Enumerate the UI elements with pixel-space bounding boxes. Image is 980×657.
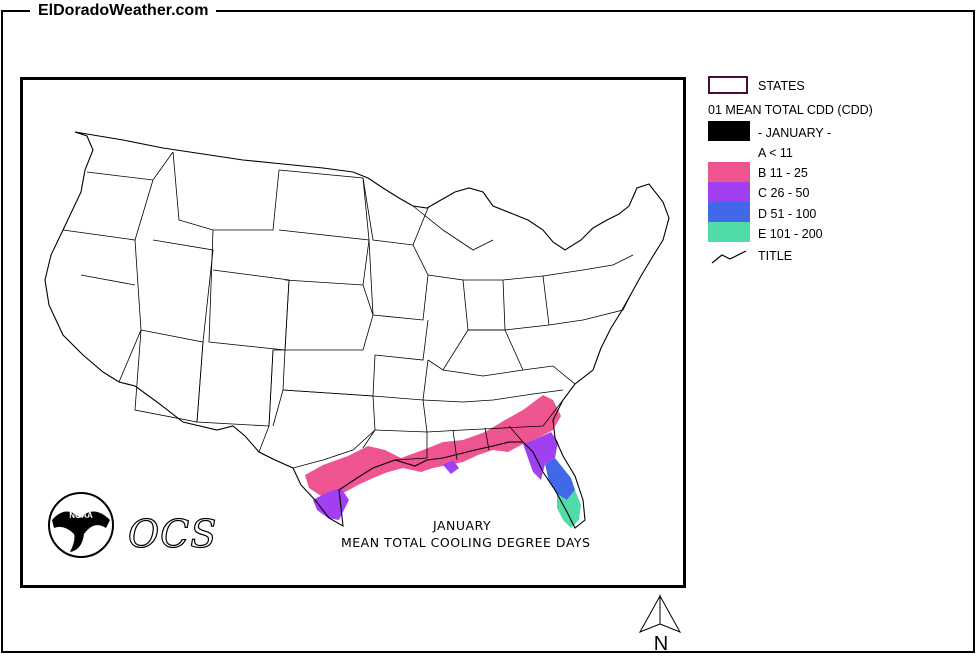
legend-title-icon [711, 250, 747, 264]
north-arrow-icon: N [638, 594, 682, 654]
site-title: ElDoradoWeather.com [30, 0, 217, 22]
map-panel: NOAA OCS JANUARY MEAN TOTAL COOLING DEGR… [20, 77, 686, 588]
ocs-logo-text: OCS [127, 511, 218, 556]
legend-month-swatch [708, 121, 750, 141]
map-annotation-description: MEAN TOTAL COOLING DEGREE DAYS [341, 535, 591, 550]
legend-month-label: - JANUARY - [758, 126, 832, 140]
legend-class-b-label: B 11 - 25 [758, 166, 808, 180]
legend-class-a-label: A < 11 [758, 146, 793, 160]
legend-class-c-swatch [708, 182, 750, 202]
outer-frame [1, 10, 975, 653]
map-annotation-month: JANUARY [433, 518, 492, 533]
noaa-logo-text: NOAA [69, 511, 93, 520]
legend-title-label: TITLE [758, 249, 793, 263]
cdd-zone-e [557, 490, 581, 528]
legend-states-label: STATES [758, 79, 805, 93]
legend-class-d-swatch [708, 202, 750, 222]
legend-class-b-swatch [708, 162, 750, 182]
legend-class-d-label: D 51 - 100 [758, 207, 817, 221]
legend-class-e-label: E 101 - 200 [758, 227, 823, 241]
legend-class-e-swatch [708, 222, 750, 242]
cdd-zone-b [305, 395, 561, 500]
legend-states-swatch [708, 76, 748, 94]
legend-layer-title: 01 MEAN TOTAL CDD (CDD) [708, 103, 873, 117]
north-label: N [654, 633, 668, 654]
us-map [44, 131, 670, 529]
state-boundaries [62, 151, 634, 469]
us-outline [44, 131, 670, 529]
noaa-logo: NOAA [48, 492, 114, 558]
cdd-zone-d [545, 458, 575, 500]
legend-class-c-label: C 26 - 50 [758, 186, 810, 200]
cdd-zone-c [313, 432, 558, 520]
